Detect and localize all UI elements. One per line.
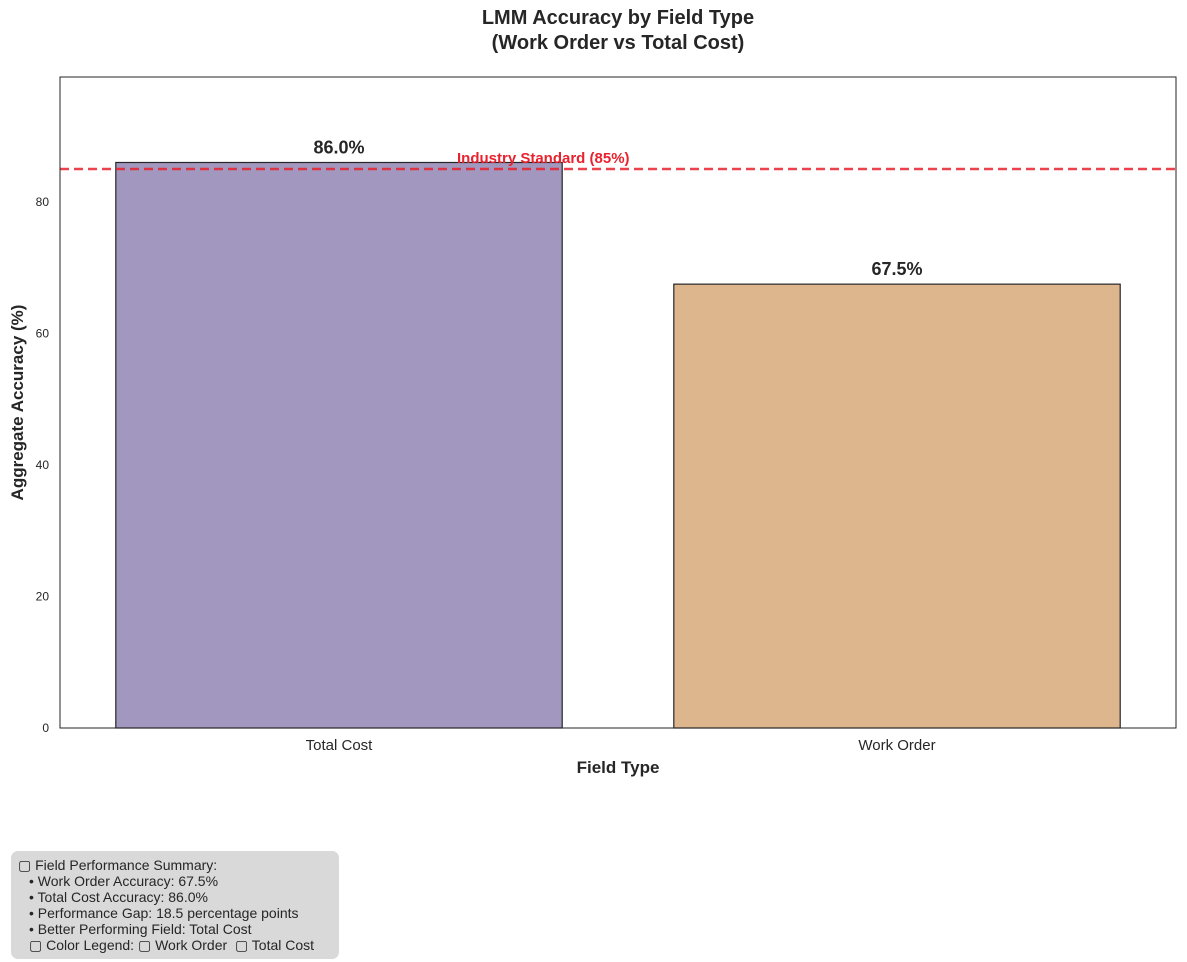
bar-value-label: 86.0%: [313, 137, 364, 157]
chart-title-line-2: (Work Order vs Total Cost): [491, 32, 745, 54]
bar-total-cost: [115, 161, 563, 729]
summary-header: ▢ Field Performance Summary:: [18, 857, 218, 873]
x-axis-label: Field Type: [577, 758, 660, 777]
plot-frame: [59, 76, 1177, 729]
y-tick-label: 80: [36, 195, 50, 209]
summary-item-gap: • Performance Gap: 18.5 percentage point…: [29, 905, 299, 921]
x-tick-label: Work Order: [858, 737, 935, 754]
y-tick-label: 0: [42, 721, 49, 735]
industry-standard-label: Industry Standard (85%): [457, 150, 630, 167]
bar-value-label: 67.5%: [871, 259, 922, 279]
summary-item-work-order: • Work Order Accuracy: 67.5%: [29, 873, 219, 889]
summary-color-legend: ▢ Color Legend: ▢ Work Order ▢ Total Cos…: [29, 937, 315, 953]
bar-work-order: [673, 283, 1121, 729]
y-axis-label: Aggregate Accuracy (%): [8, 305, 27, 501]
summary-item-total-cost: • Total Cost Accuracy: 86.0%: [29, 889, 208, 905]
chart-title: LMM Accuracy by Field Type (Work Order v…: [0, 6, 1187, 56]
y-tick-label: 60: [36, 326, 50, 340]
summary-box: ▢ Field Performance Summary: • Work Orde…: [11, 851, 339, 959]
x-tick-label: Total Cost: [306, 737, 374, 754]
bar-chart: 86.0% Total Cost 67.5% Work Order Industry S…: [8, 76, 1177, 777]
chart-title-line-1: LMM Accuracy by Field Type: [481, 7, 755, 29]
summary-item-better-field: • Better Performing Field: Total Cost: [29, 921, 252, 937]
y-tick-label: 20: [36, 589, 50, 603]
y-tick-label: 40: [36, 458, 50, 472]
